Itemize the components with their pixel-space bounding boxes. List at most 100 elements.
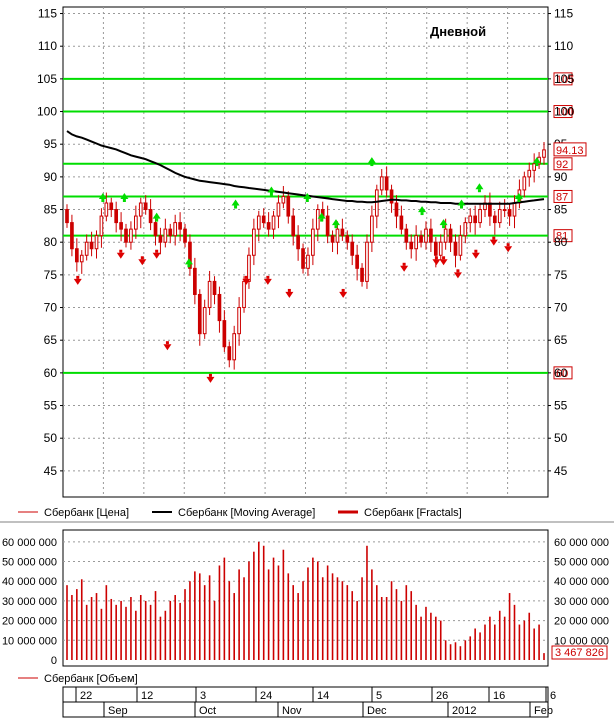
candle-body [370,215,374,243]
candle [94,230,99,259]
fractal-down-stem [266,275,270,279]
fractal-down-marker [242,278,251,285]
fractal-down-stem [434,256,438,260]
price-y-tick-label-right: 80 [554,235,568,249]
price-y-tick-label: 60 [44,366,58,380]
day-labels: 22 12 3 24 14 5 26 16 6 [75,687,556,702]
candle-body [276,202,281,217]
candle [419,230,423,248]
candle-body [271,215,276,230]
candle-body [148,209,153,224]
candle [266,212,271,237]
candle-body [335,228,340,243]
candle [104,192,109,222]
fractal-down-stem [208,373,212,377]
price-y-tick-label: 95 [44,137,58,151]
price-panel: 105 100 92 87 81 60 45 50 55 60 65 70 75 80 85 90 95 100… [37,6,587,498]
candle-body [89,241,94,250]
price-y-tick-label: 100 [37,105,57,119]
candle-body [409,241,414,250]
candle-body [468,215,473,224]
candle-body [207,280,212,309]
last-volume-label: 3 467 826 [555,647,604,659]
fractal-down-marker [152,252,161,259]
fractal-down-marker [439,259,448,266]
fractal-down-marker [453,272,462,279]
candle [143,195,148,215]
candle [424,221,428,250]
volume-grid [63,541,548,641]
candle [237,297,241,346]
candle [311,218,315,266]
candle-body [119,222,123,230]
candle [532,153,537,183]
candle-body [315,209,320,230]
fractal-up-stem [187,264,191,268]
fractal-down-marker [489,239,498,246]
volume-y-axis-left: 0 10 000 000 20 000 000 30 000 000 40 000 00… [2,537,57,667]
fractal-down-stem [402,262,406,266]
price-legend: Сбербанк [Цена] Сбербанк [Moving Average… [18,507,462,519]
candle [438,234,443,261]
candle-body [99,215,104,237]
candle [163,218,168,248]
candle-body [404,228,409,243]
candle [79,250,84,274]
candle-body [261,215,266,224]
candle-body [188,241,192,269]
volume-y-axis-right: 10 000 000 20 000 000 30 000 000 40 000 000… [554,537,609,647]
candle [384,166,389,198]
candle-body [330,235,335,243]
candle-body [168,228,173,237]
fractal-down-stem [442,256,446,260]
candle [374,184,379,229]
candle-body [202,307,207,335]
candle [109,197,114,218]
candle-body [109,202,114,211]
candle-body [183,228,187,243]
price-y-tick-label-right: 75 [554,268,568,282]
fractal-up-marker [367,157,376,164]
legend-fractals-label: Сбербанк [Fractals] [364,507,462,519]
candle [448,223,453,252]
candle [497,201,502,228]
fractal-up-marker [317,212,326,219]
candle-body [193,267,197,295]
day-label: 24 [260,690,272,702]
candle-body [497,209,502,224]
candle [404,223,409,250]
chart-title: Дневной [430,24,486,39]
volume-y-tick-label: 60 000 000 [2,537,57,549]
candle-body [143,202,148,211]
candle [271,210,276,239]
fractal-down-marker [339,291,348,298]
candle [222,310,227,352]
last-volume-box [551,645,608,660]
candle-body [374,189,379,217]
candle [301,243,305,274]
candle-body [355,254,359,269]
candle [114,201,119,233]
fractal-up-marker [418,206,427,213]
level-label-box [553,366,573,380]
volume-y-tick-label-right: 40 000 000 [554,576,609,588]
volume-y-tick-label-right: 60 000 000 [554,537,609,549]
candle-body [522,176,527,191]
candle-body [252,228,256,256]
fractal-up-marker [475,183,484,190]
fractal-down-marker [504,246,513,253]
volume-y-tick-label-right: 20 000 000 [554,616,609,628]
price-y-tick-label-right: 45 [554,464,568,478]
candle-body [492,215,497,224]
volume-y-tick-label: 40 000 000 [2,576,57,588]
candle [153,217,158,246]
day-label: 3 [200,690,206,702]
candle [409,234,414,259]
candle-body [340,228,345,237]
candle-body [311,228,315,256]
price-y-axis-left: 45 50 55 60 65 70 75 80 85 90 95 100 105 110 115 [37,7,63,478]
candle [197,289,202,346]
price-y-tick-label-right: 70 [554,301,568,315]
